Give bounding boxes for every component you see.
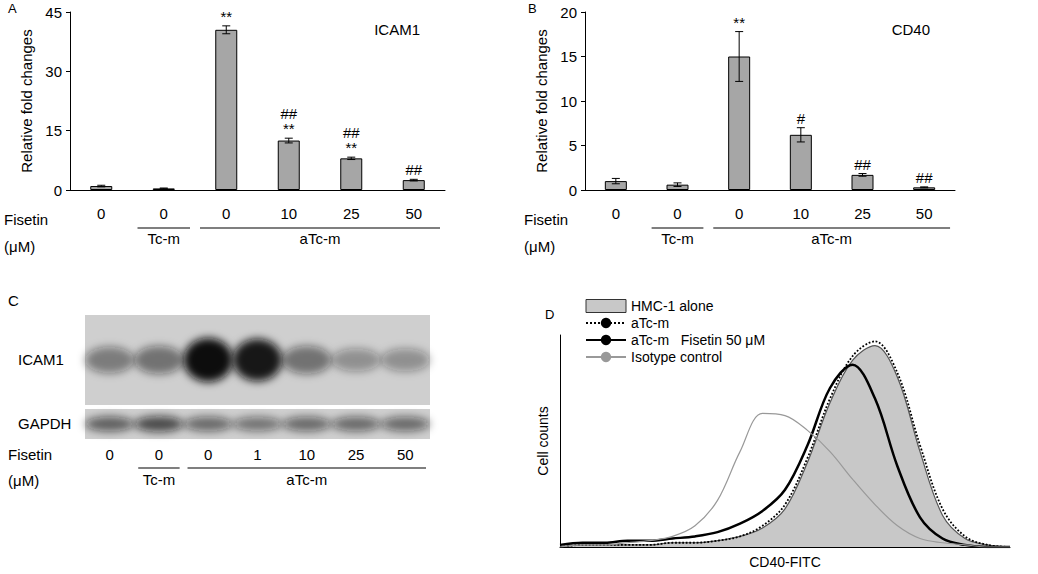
svg-text:##: ##: [916, 169, 933, 186]
svg-text:D: D: [545, 307, 554, 322]
svg-text:Relative fold changes: Relative fold changes: [18, 29, 35, 172]
svg-text:##: ##: [280, 105, 297, 122]
svg-text:##: ##: [405, 161, 422, 178]
svg-text:B: B: [528, 1, 537, 16]
svg-text:#: #: [797, 110, 806, 127]
svg-text:0: 0: [204, 446, 212, 463]
svg-text:15: 15: [45, 122, 62, 139]
svg-text:Tc-m: Tc-m: [148, 230, 181, 247]
svg-text:10: 10: [792, 205, 809, 222]
svg-text:0: 0: [105, 446, 113, 463]
svg-text:45: 45: [45, 4, 62, 21]
svg-text:Tc-m: Tc-m: [143, 471, 176, 488]
svg-text:Cell counts: Cell counts: [535, 406, 551, 475]
svg-text:0: 0: [155, 446, 163, 463]
svg-text:**: **: [220, 8, 232, 25]
svg-text:Fisetin: Fisetin: [524, 211, 568, 228]
svg-text:Tc-m: Tc-m: [661, 230, 694, 247]
svg-text:25: 25: [343, 205, 360, 222]
svg-text:0: 0: [735, 205, 743, 222]
svg-text:**: **: [345, 139, 357, 156]
svg-text:Isotype control: Isotype control: [631, 349, 722, 365]
svg-text:HMC-1 alone: HMC-1 alone: [631, 298, 714, 314]
svg-text:10: 10: [560, 93, 577, 110]
svg-text:##: ##: [854, 156, 871, 173]
svg-text:15: 15: [560, 48, 577, 65]
svg-text:CD40-FITC: CD40-FITC: [749, 554, 821, 570]
svg-text:ICAM1: ICAM1: [18, 351, 64, 368]
svg-text:Relative fold changes: Relative fold changes: [533, 29, 550, 172]
svg-text:30: 30: [45, 63, 62, 80]
svg-text:CD40: CD40: [892, 21, 930, 38]
svg-text:ICAM1: ICAM1: [374, 21, 420, 38]
svg-text:aTc-m: aTc-m: [286, 471, 327, 488]
svg-text:0: 0: [54, 182, 62, 199]
svg-text:0: 0: [97, 205, 105, 222]
svg-text:aTc-m: aTc-m: [631, 315, 669, 331]
svg-text:GAPDH: GAPDH: [18, 415, 71, 432]
svg-text:aTc-m Fisetin 50 μM: aTc-m Fisetin 50 μM: [631, 332, 765, 348]
svg-text:(μM): (μM): [524, 238, 555, 255]
svg-text:5: 5: [569, 137, 577, 154]
svg-text:(μM): (μM): [4, 238, 35, 255]
svg-text:Fisetin: Fisetin: [4, 211, 48, 228]
svg-text:aTc-m: aTc-m: [300, 230, 341, 247]
svg-text:**: **: [283, 120, 295, 137]
svg-text:0: 0: [222, 205, 230, 222]
svg-text:25: 25: [348, 446, 365, 463]
svg-text:A: A: [8, 1, 17, 16]
svg-text:20: 20: [560, 4, 577, 21]
svg-text:(μM): (μM): [8, 472, 39, 489]
svg-text:0: 0: [673, 205, 681, 222]
svg-text:0: 0: [160, 205, 168, 222]
svg-text:C: C: [8, 292, 19, 309]
svg-text:**: **: [733, 14, 745, 31]
svg-text:##: ##: [343, 124, 360, 141]
svg-text:0: 0: [612, 205, 620, 222]
svg-text:10: 10: [280, 205, 297, 222]
svg-text:25: 25: [854, 205, 871, 222]
svg-text:0: 0: [569, 182, 577, 199]
svg-text:50: 50: [405, 205, 422, 222]
svg-text:50: 50: [397, 446, 414, 463]
svg-text:aTc-m: aTc-m: [811, 230, 852, 247]
svg-text:50: 50: [916, 205, 933, 222]
svg-text:Fisetin: Fisetin: [8, 446, 52, 463]
svg-text:1: 1: [253, 446, 261, 463]
svg-text:10: 10: [298, 446, 315, 463]
